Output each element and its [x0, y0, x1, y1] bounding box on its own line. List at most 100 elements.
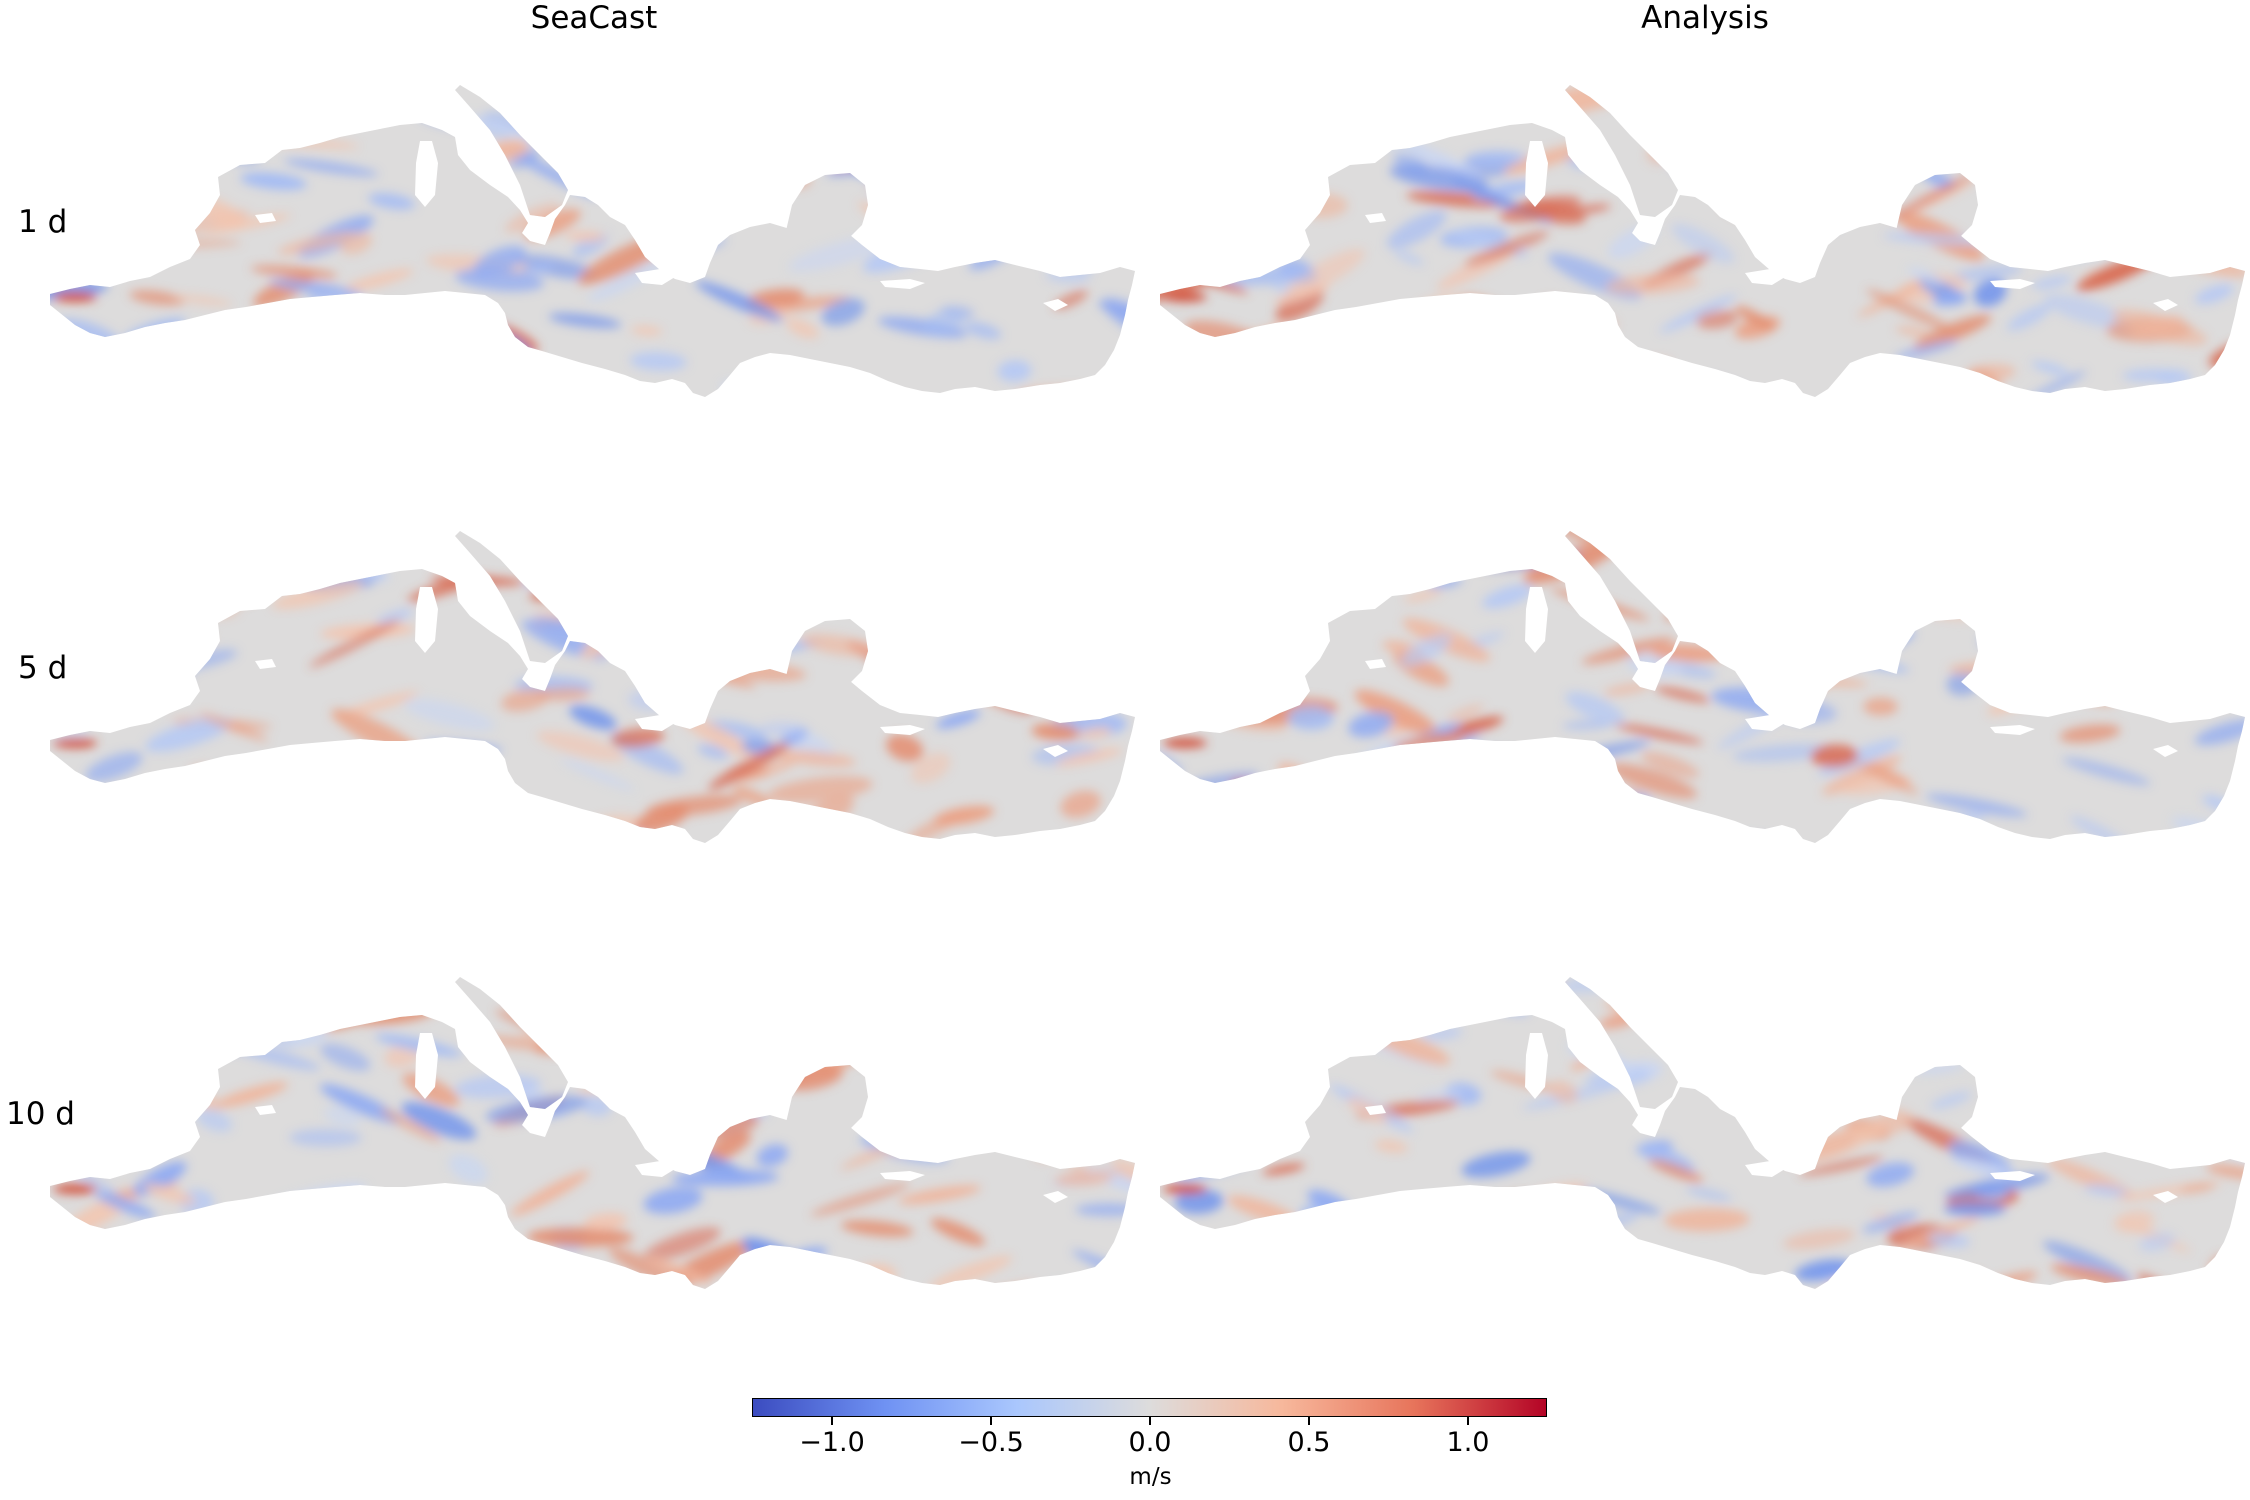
positive-anomaly-patch: [1446, 704, 1484, 723]
positive-anomaly-patch: [2007, 1002, 2061, 1024]
positive-anomaly-patch: [1239, 330, 1279, 350]
positive-anomaly-patch: [1115, 393, 1135, 397]
positive-anomaly-patch: [1653, 990, 1710, 1014]
negative-anomaly-patch: [1929, 812, 1987, 828]
positive-anomaly-patch: [1103, 610, 1134, 624]
positive-anomaly-patch: [362, 531, 407, 551]
island: [635, 715, 675, 731]
negative-anomaly-patch: [1222, 533, 1303, 558]
positive-anomaly-patch: [722, 1271, 830, 1287]
positive-anomaly-patch: [63, 1157, 112, 1167]
positive-anomaly-patch: [1438, 352, 1498, 372]
positive-anomaly-patch: [333, 807, 426, 843]
negative-anomaly-patch: [855, 564, 947, 586]
positive-anomaly-patch: [793, 1268, 875, 1289]
positive-anomaly-patch: [53, 292, 97, 302]
positive-anomaly-patch: [262, 92, 295, 103]
map-seacast-5d: [50, 491, 1140, 891]
negative-anomaly-patch: [1855, 86, 1931, 127]
negative-anomaly-patch: [569, 705, 617, 730]
negative-anomaly-patch: [2050, 1116, 2114, 1136]
negative-anomaly-patch: [1266, 782, 1339, 821]
negative-anomaly-patch: [375, 608, 414, 626]
positive-anomaly-patch: [1181, 802, 1232, 831]
negative-anomaly-patch: [1894, 340, 1958, 360]
positive-anomaly-patch: [60, 1093, 133, 1109]
positive-anomaly-patch: [379, 1108, 442, 1143]
island: [1990, 1171, 2035, 1181]
positive-anomaly-patch: [1501, 1194, 1549, 1217]
sea-area: [50, 569, 1135, 843]
positive-anomaly-patch: [927, 1255, 1013, 1289]
positive-anomaly-patch: [2102, 999, 2141, 1013]
positive-anomaly-patch: [2059, 724, 2121, 743]
positive-anomaly-patch: [1934, 596, 1975, 617]
positive-anomaly-patch: [2050, 1264, 2130, 1287]
island: [1745, 269, 1785, 285]
positive-anomaly-patch: [1895, 326, 1930, 337]
negative-anomaly-patch: [89, 531, 178, 568]
positive-anomaly-patch: [79, 170, 141, 203]
negative-anomaly-patch: [240, 172, 307, 191]
positive-anomaly-patch: [680, 715, 759, 759]
positive-anomaly-patch: [1377, 823, 1446, 843]
positive-anomaly-patch: [288, 547, 340, 574]
negative-anomaly-patch: [2156, 1053, 2218, 1084]
negative-anomaly-patch: [1400, 633, 1452, 667]
positive-anomaly-patch: [1374, 1139, 1408, 1154]
negative-anomaly-patch: [555, 1038, 599, 1059]
negative-anomaly-patch: [1160, 576, 1201, 605]
negative-anomaly-patch: [320, 1043, 371, 1071]
positive-anomaly-patch: [2130, 315, 2184, 340]
colorbar-tick: [1308, 1417, 1310, 1425]
positive-anomaly-patch: [1115, 656, 1135, 688]
island: [1525, 1033, 1548, 1099]
negative-anomaly-patch: [1613, 800, 1647, 827]
negative-anomaly-patch: [1330, 93, 1388, 116]
negative-anomaly-patch: [2220, 1279, 2245, 1289]
negative-anomaly-patch: [706, 720, 767, 740]
negative-anomaly-patch: [1461, 1151, 1531, 1178]
positive-anomaly-patch: [1274, 283, 1330, 305]
negative-anomaly-patch: [1826, 986, 1924, 1010]
negative-anomaly-patch: [755, 828, 797, 843]
negative-anomaly-patch: [150, 1116, 185, 1134]
negative-anomaly-patch: [1265, 100, 1321, 118]
map-analysis-1d: [1160, 45, 2250, 445]
negative-anomaly-patch: [2168, 994, 2223, 1023]
negative-anomaly-patch: [514, 113, 545, 133]
negative-anomaly-patch: [757, 541, 792, 560]
negative-anomaly-patch: [323, 1106, 362, 1127]
island: [255, 659, 276, 669]
negative-anomaly-patch: [1473, 316, 1508, 342]
positive-anomaly-patch: [1696, 309, 1739, 329]
island: [1043, 745, 1068, 757]
positive-anomaly-patch: [440, 828, 486, 843]
positive-anomaly-patch: [1006, 1055, 1062, 1070]
negative-anomaly-patch: [1167, 143, 1270, 161]
negative-anomaly-patch: [307, 291, 365, 306]
negative-anomaly-patch: [1913, 1063, 1965, 1075]
negative-anomaly-patch: [1845, 531, 1914, 554]
negative-anomaly-patch: [1398, 1285, 1480, 1289]
negative-anomaly-patch: [1925, 793, 2028, 818]
negative-anomaly-patch: [718, 1027, 817, 1041]
positive-anomaly-patch: [265, 356, 353, 384]
positive-anomaly-patch: [53, 738, 97, 748]
positive-anomaly-patch: [1769, 590, 1833, 611]
positive-anomaly-patch: [1009, 1092, 1093, 1104]
negative-anomaly-patch: [1050, 1283, 1081, 1289]
positive-anomaly-patch: [630, 628, 661, 650]
positive-anomaly-patch: [84, 175, 159, 208]
negative-anomaly-patch: [2139, 1232, 2176, 1252]
negative-anomaly-patch: [193, 1223, 268, 1258]
positive-anomaly-patch: [1026, 175, 1122, 219]
positive-anomaly-patch: [439, 1248, 478, 1266]
positive-anomaly-patch: [1863, 1012, 1897, 1030]
positive-anomaly-patch: [53, 1184, 97, 1194]
positive-anomaly-patch: [637, 984, 692, 1011]
negative-anomaly-patch: [1677, 1051, 1730, 1068]
positive-anomaly-patch: [1160, 1154, 1215, 1172]
positive-anomaly-patch: [1403, 589, 1443, 603]
positive-anomaly-patch: [1399, 1002, 1447, 1028]
